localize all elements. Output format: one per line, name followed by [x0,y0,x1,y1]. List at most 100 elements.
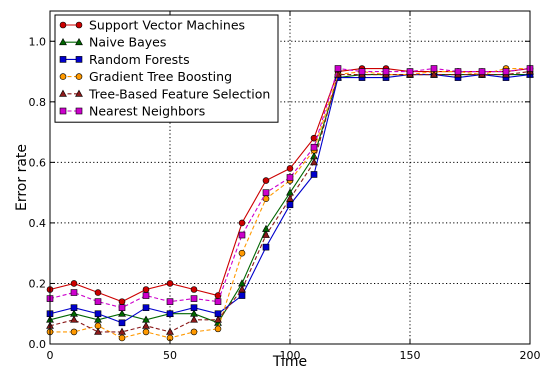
data-point [70,304,78,311]
legend-entry: Naive Bayes [59,35,166,50]
legend-entry: Tree-Based Feature Selection [59,86,270,101]
data-point [262,189,270,196]
data-point [238,249,246,257]
data-point [142,292,150,299]
data-point [238,292,246,299]
data-point [310,143,318,151]
data-point [142,328,150,336]
legend-marker [75,37,83,46]
data-point [118,304,126,311]
data-point [118,298,126,305]
data-point [262,243,270,251]
data-point [238,231,246,239]
data-point [334,65,342,72]
data-point [502,68,510,75]
legend-marker [75,73,83,80]
data-point [310,134,318,142]
data-point [262,230,270,238]
legend-marker [75,107,83,115]
y-tick-label: 0.2 [29,277,47,290]
legend-label: Support Vector Machines [89,18,245,33]
data-point [142,321,150,329]
data-point [382,68,390,75]
data-point [142,286,150,293]
data-point [190,286,198,293]
data-point [190,315,198,323]
data-point [310,158,318,166]
x-tick-label: 0 [47,349,54,362]
data-point [70,315,78,323]
y-tick-label: 1.0 [29,35,47,48]
data-point [166,327,174,335]
y-axis-label: Error rate [14,144,30,211]
data-point [142,304,150,311]
data-point [190,328,198,336]
data-point [118,334,126,342]
data-point [262,177,270,184]
data-point [214,298,222,305]
legend-marker [59,89,67,97]
data-point [94,289,102,296]
data-point [214,315,222,323]
legend-entry: Random Forests [59,52,190,67]
legend: Support Vector Machines Naive Bayes Random… [54,14,279,123]
data-point [190,295,198,302]
data-point [94,310,102,318]
data-point [430,65,438,72]
data-point [430,70,438,78]
data-point [118,319,126,327]
y-tick-label: 0.4 [29,217,47,230]
data-point [286,165,294,172]
x-tick-label: 200 [520,349,541,362]
data-point [166,310,174,318]
data-point [214,292,222,299]
legend-marker [75,56,83,63]
data-point [310,171,318,178]
data-point [262,195,270,202]
data-point [214,325,222,333]
data-point [166,298,174,305]
data-point [70,280,78,287]
x-axis-label: Time [272,354,307,370]
data-point [118,309,126,317]
series-line [50,67,530,339]
legend-marker [59,73,67,80]
legend-box [54,14,279,123]
data-point [286,174,294,181]
legend-entry: Nearest Neighbors [59,104,205,119]
x-tick-label: 150 [400,349,421,362]
y-tick-label: 0.6 [29,156,47,169]
legend-marker [59,37,67,46]
data-point [286,194,294,202]
legend-label: Tree-Based Feature Selection [88,86,270,101]
y-tick-label: 0.8 [29,96,47,109]
data-point [94,327,102,335]
data-point [190,304,198,311]
x-tick-label: 50 [163,349,177,362]
series-line [49,67,531,309]
legend-marker [59,107,67,115]
data-point [70,309,78,317]
data-point [166,280,174,287]
data-point [358,68,366,75]
data-point [406,68,414,75]
legend-marker [59,21,67,29]
data-point [94,315,102,323]
legend-marker [59,56,67,63]
axis-ticks: 0 50 100 150 200 0.0 0.2 0.4 0.6 0.8 1.0 [29,11,541,362]
legend-entry: Support Vector Machines [59,18,245,33]
data-point [454,68,462,75]
data-point [70,328,78,336]
data-point [118,327,126,335]
data-point [238,285,246,293]
y-tick-label: 0.0 [29,338,47,351]
legend-label: Nearest Neighbors [89,104,205,119]
legend-marker [75,89,83,97]
data-point [70,289,78,296]
legend-entry: Gradient Tree Boosting [59,69,232,84]
legend-label: Random Forests [89,52,190,67]
data-point [238,219,246,227]
data-point [94,298,102,305]
data-point [478,68,486,75]
